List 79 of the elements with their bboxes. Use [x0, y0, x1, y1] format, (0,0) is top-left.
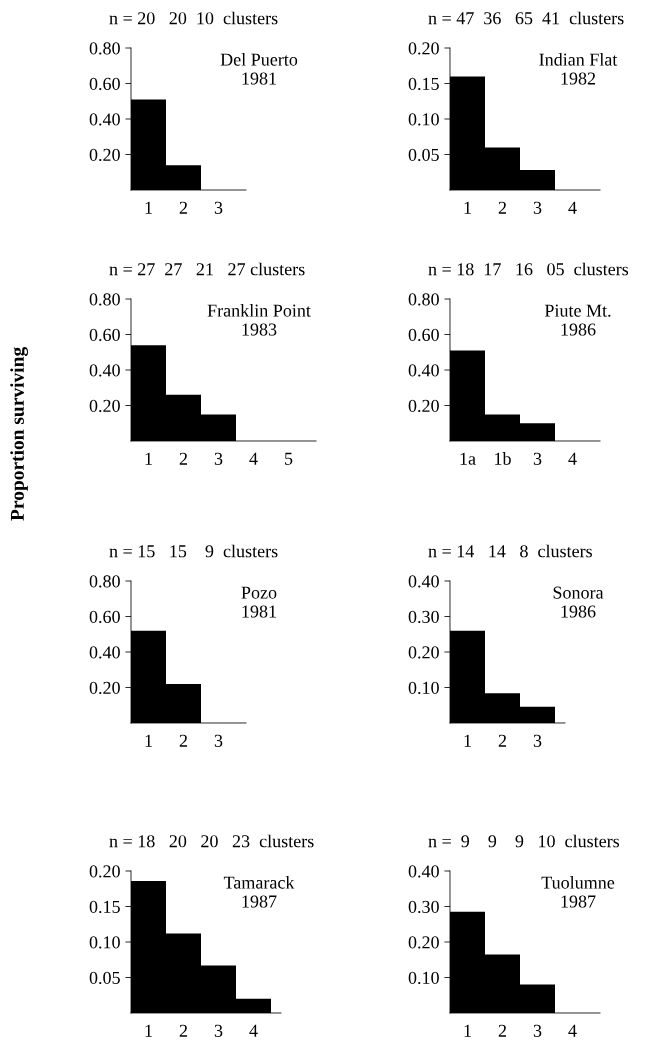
y-tick-label: 0.80 [89, 42, 120, 55]
annotation: Pozo 1981 [241, 586, 277, 618]
x-tick-label: 2 [498, 734, 507, 747]
chart-title: n = 47 36 65 41 clusters [428, 11, 624, 25]
x-tick-label: 1 [145, 201, 152, 214]
y-tick-label: 0.20 [89, 681, 120, 695]
annotation: Franklin Point 1983 [207, 304, 311, 336]
y-tick-label: 0.20 [89, 148, 120, 162]
x-tick-label: 3 [533, 734, 542, 747]
x-tick-label: 1 [145, 452, 152, 465]
annotation: Tamarack 1987 [223, 876, 295, 908]
y-tick-label: 0.10 [89, 936, 120, 949]
annotation: Tuolumne 1987 [541, 876, 615, 908]
y-tick-label: 0.15 [408, 77, 439, 91]
y-tick-label: 0.60 [89, 328, 120, 342]
y-tick-label: 0.10 [408, 971, 439, 985]
y-tick-label: 0.20 [408, 399, 439, 413]
y-tick-label: 0.10 [408, 681, 439, 695]
x-tick-label: 3 [214, 452, 223, 465]
y-tick-label: 0.40 [89, 364, 120, 377]
chart-title: n = 14 14 8 clusters [428, 544, 592, 558]
chart-title: n = 18 17 16 05 clusters [428, 262, 629, 276]
y-tick-label: 0.30 [408, 610, 439, 624]
y-tick-label: 0.20 [89, 399, 120, 413]
x-tick-label: 1a [460, 452, 476, 465]
chart-title: n = 20 20 10 clusters [109, 11, 278, 25]
y-tick-label: 0.60 [89, 77, 120, 91]
x-tick-label: 4 [568, 201, 577, 214]
x-tick-label: 3 [533, 201, 542, 214]
x-tick-label: 1 [145, 734, 152, 747]
y-tick-label: 0.40 [89, 113, 120, 126]
annotation: Sonora 1986 [553, 586, 604, 618]
x-tick-label: 1 [145, 1024, 152, 1037]
x-tick-label: 1 [464, 201, 471, 214]
y-tick-label: 0.10 [408, 113, 439, 126]
y-tick-label: 0.60 [408, 328, 439, 342]
y-tick-label: 0.40 [408, 865, 439, 878]
y-tick-label: 0.80 [408, 293, 439, 306]
x-tick-label: 5 [285, 452, 293, 465]
y-tick-label: 0.30 [408, 900, 439, 914]
x-tick-label: 4 [249, 1024, 258, 1037]
x-tick-label: 3 [214, 734, 223, 747]
y-tick-label: 0.40 [89, 646, 120, 659]
annotation: Del Puerto 1981 [220, 53, 298, 85]
y-tick-label: 0.60 [89, 610, 120, 624]
x-tick-label: 3 [533, 452, 542, 465]
y-axis-title: Proportion surviving [10, 347, 28, 521]
x-tick-label: 2 [179, 201, 188, 214]
annotation: Indian Flat 1982 [539, 53, 618, 85]
annotation: Piute Mt. 1986 [544, 304, 611, 336]
y-tick-label: 0.20 [408, 42, 439, 55]
y-tick-label: 0.15 [89, 900, 120, 914]
x-tick-label: 3 [214, 201, 223, 214]
x-tick-label: 4 [568, 452, 577, 465]
y-tick-label: 0.05 [89, 971, 120, 985]
chart-title: n = 15 15 9 clusters [109, 544, 278, 558]
y-tick-label: 0.40 [408, 575, 439, 588]
chart-title: n = 18 20 20 23 clusters [109, 834, 314, 848]
x-tick-label: 2 [179, 452, 188, 465]
x-tick-label: 2 [498, 201, 507, 214]
x-tick-label: 3 [533, 1024, 542, 1037]
x-tick-label: 2 [179, 1024, 188, 1037]
y-tick-label: 0.80 [89, 293, 120, 306]
x-tick-label: 1 [464, 734, 471, 747]
y-tick-label: 0.80 [89, 575, 120, 588]
x-tick-label: 2 [498, 1024, 507, 1037]
x-tick-label: 1 [464, 1024, 471, 1037]
x-tick-label: 4 [249, 452, 258, 465]
y-tick-label: 0.20 [89, 865, 120, 878]
x-tick-label: 3 [214, 1024, 223, 1037]
x-tick-label: 4 [568, 1024, 577, 1037]
y-tick-label: 0.40 [408, 364, 439, 377]
chart-title: n = 27 27 21 27 clusters [109, 262, 305, 276]
y-tick-label: 0.20 [408, 936, 439, 949]
chart-title: n = 9 9 9 10 clusters [428, 834, 620, 848]
y-tick-label: 0.20 [408, 646, 439, 659]
x-tick-label: 1b [495, 452, 511, 465]
y-tick-label: 0.05 [408, 148, 439, 162]
x-tick-label: 2 [179, 734, 188, 747]
